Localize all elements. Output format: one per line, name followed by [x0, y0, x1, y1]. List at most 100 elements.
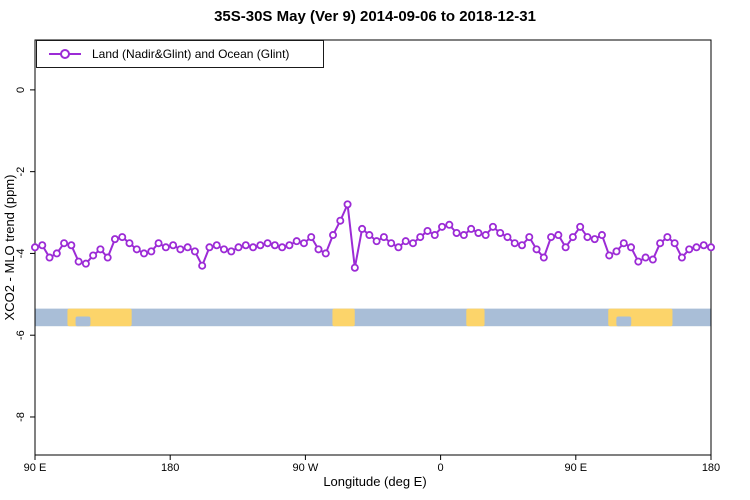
- x-tick-label: 90 E: [24, 462, 47, 474]
- data-point: [394, 243, 403, 252]
- data-point: [365, 231, 374, 240]
- data-point: [45, 253, 54, 262]
- data-point: [299, 239, 308, 248]
- y-tick-label: -4: [15, 249, 27, 259]
- data-point: [627, 243, 636, 252]
- land-patch: [332, 308, 355, 327]
- data-point: [445, 220, 454, 229]
- data-point: [583, 233, 592, 242]
- data-point: [256, 241, 265, 250]
- data-point: [30, 243, 39, 252]
- data-point: [183, 243, 192, 252]
- data-point: [554, 231, 563, 240]
- data-point: [379, 233, 388, 242]
- legend: Land (Nadir&Glint) and Ocean (Glint): [36, 40, 325, 68]
- data-point: [510, 239, 519, 248]
- data-point: [89, 251, 98, 260]
- y-axis-label: XCO2 - MLO trend (ppm): [2, 174, 17, 321]
- data-point: [634, 257, 643, 266]
- data-point: [140, 249, 149, 258]
- chart-title: 35S-30S May (Ver 9) 2014-09-06 to 2018-1…: [214, 8, 536, 25]
- data-point: [590, 235, 599, 244]
- data-point: [74, 257, 83, 266]
- data-point: [307, 233, 316, 242]
- x-tick-label: 90 E: [564, 462, 587, 474]
- data-point: [38, 241, 47, 250]
- data-point: [147, 247, 156, 256]
- ocean-notch: [75, 316, 91, 327]
- data-point: [692, 243, 701, 252]
- data-point: [568, 233, 577, 242]
- data-point: [132, 245, 141, 254]
- data-point: [547, 233, 556, 242]
- ocean-band: [35, 308, 711, 327]
- y-tick-label: -8: [15, 412, 27, 422]
- data-point: [212, 241, 221, 250]
- data-point: [241, 241, 250, 250]
- data-point: [561, 243, 570, 252]
- data-point: [481, 231, 490, 240]
- data-point: [372, 237, 381, 246]
- data-point: [125, 239, 134, 248]
- data-point: [198, 261, 207, 270]
- y-tick-label: -6: [15, 330, 27, 340]
- data-point: [278, 243, 287, 252]
- data-point: [60, 239, 69, 248]
- data-point: [518, 241, 527, 250]
- data-point: [663, 233, 672, 242]
- data-point: [343, 200, 352, 209]
- data-point: [648, 255, 657, 264]
- x-tick-label: 90 W: [293, 462, 319, 474]
- data-point: [474, 228, 483, 237]
- data-point: [263, 239, 272, 248]
- data-point: [329, 231, 338, 240]
- x-tick-label: 0: [438, 462, 444, 474]
- legend-label: Land (Nadir&Glint) and Ocean (Glint): [92, 47, 290, 61]
- data-point: [110, 235, 119, 244]
- data-point: [597, 231, 606, 240]
- data-point: [118, 233, 127, 242]
- data-point: [270, 241, 279, 250]
- data-point: [154, 239, 163, 248]
- data-point: [677, 253, 686, 262]
- data-point: [321, 249, 330, 258]
- data-point: [81, 259, 90, 268]
- data-point: [496, 228, 505, 237]
- data-point: [670, 239, 679, 248]
- data-point: [488, 222, 497, 231]
- data-point: [605, 251, 614, 260]
- data-point: [52, 249, 61, 258]
- data-point: [641, 253, 650, 262]
- data-point: [408, 239, 417, 248]
- data-point: [438, 222, 447, 231]
- data-point: [103, 253, 112, 262]
- data-point: [234, 243, 243, 252]
- y-tick-label: -2: [15, 167, 27, 177]
- data-point: [169, 241, 178, 250]
- legend-line-symbol: [49, 49, 81, 59]
- data-point: [387, 239, 396, 248]
- data-point: [656, 239, 665, 248]
- data-point: [539, 253, 548, 262]
- land-patch: [466, 308, 485, 327]
- data-point: [532, 245, 541, 254]
- data-point: [350, 263, 359, 272]
- x-tick-label: 180: [161, 462, 179, 474]
- data-point: [358, 224, 367, 233]
- data-point: [176, 245, 185, 254]
- x-axis-label: Longitude (deg E): [323, 474, 427, 489]
- data-point: [292, 237, 301, 246]
- data-point: [707, 243, 716, 252]
- data-point: [467, 224, 476, 233]
- data-point: [612, 247, 621, 256]
- data-point: [459, 231, 468, 240]
- data-point: [67, 241, 76, 250]
- x-tick-label: 180: [702, 462, 720, 474]
- data-point: [576, 222, 585, 231]
- data-point: [249, 243, 258, 252]
- data-point: [336, 216, 345, 225]
- data-point: [699, 241, 708, 250]
- y-tick-label: 0: [15, 87, 27, 93]
